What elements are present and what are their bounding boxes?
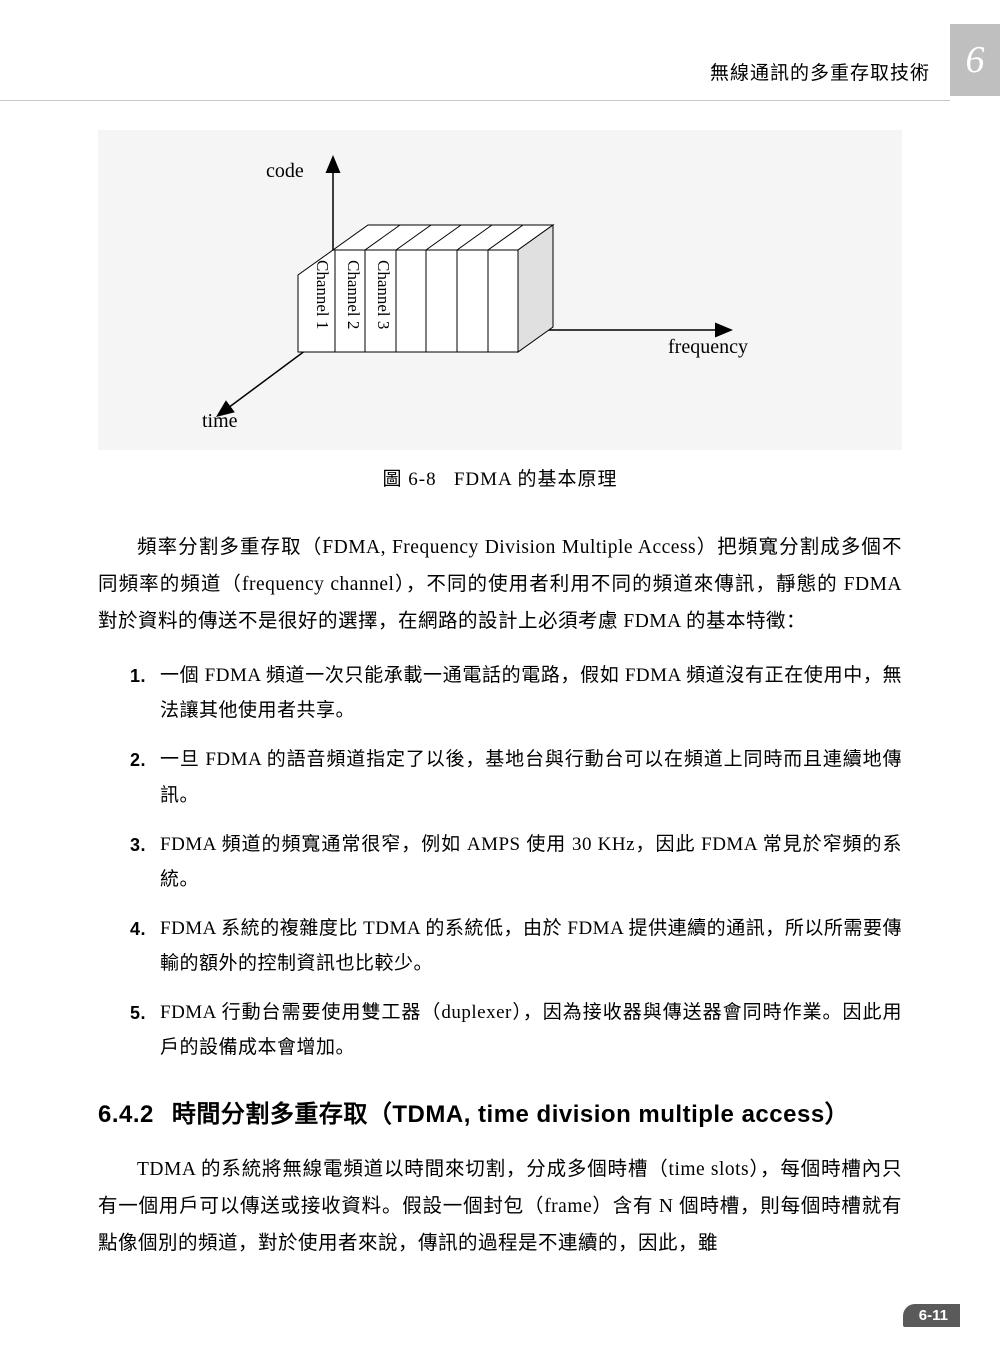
list-text: 一個 FDMA 頻道一次只能承載一通電話的電路，假如 FDMA 頻道沒有正在使用… bbox=[160, 658, 902, 728]
page-number: 6-11 bbox=[903, 1304, 960, 1327]
axis-label-frequency: frequency bbox=[668, 336, 748, 359]
header-rule bbox=[0, 100, 950, 101]
list-number: 3. bbox=[130, 827, 160, 897]
channel-2-label: Channel 2 bbox=[343, 260, 363, 329]
figure-fdma-diagram: code frequency time Channel 1 Channel 2 … bbox=[98, 130, 902, 450]
list-item: 2. 一旦 FDMA 的語音頻道指定了以後，基地台與行動台可以在頻道上同時而且連… bbox=[130, 742, 902, 812]
section-heading: 6.4.2 時間分割多重存取（TDMA, time division multip… bbox=[98, 1094, 902, 1129]
list-text: FDMA 系統的複雜度比 TDMA 的系統低，由於 FDMA 提供連續的通訊，所… bbox=[160, 911, 902, 981]
list-item: 3. FDMA 頻道的頻寬通常很窄，例如 AMPS 使用 30 KHz，因此 F… bbox=[130, 827, 902, 897]
section-number: 6.4.2 bbox=[98, 1101, 154, 1128]
paragraph-1: 頻率分割多重存取（FDMA, Frequency Division Multip… bbox=[98, 529, 902, 640]
list-number: 5. bbox=[130, 995, 160, 1065]
chapter-tab: 6 bbox=[950, 24, 1000, 96]
paragraph-2: TDMA 的系統將無線電頻道以時間來切割，分成多個時槽（time slots），… bbox=[98, 1151, 902, 1262]
list-item: 5. FDMA 行動台需要使用雙工器（duplexer），因為接收器與傳送器會同… bbox=[130, 995, 902, 1065]
chapter-title: 無線通訊的多重存取技術 bbox=[710, 58, 930, 85]
list-number: 4. bbox=[130, 911, 160, 981]
channel-3-label: Channel 3 bbox=[373, 260, 393, 329]
figure-caption: 圖 6-8 FDMA 的基本原理 bbox=[98, 464, 902, 491]
caption-text: FDMA 的基本原理 bbox=[454, 469, 618, 490]
list-number: 1. bbox=[130, 658, 160, 728]
list-item: 4. FDMA 系統的複雜度比 TDMA 的系統低，由於 FDMA 提供連續的通… bbox=[130, 911, 902, 981]
axis-label-time: time bbox=[202, 410, 238, 433]
list-text: FDMA 頻道的頻寬通常很窄，例如 AMPS 使用 30 KHz，因此 FDMA… bbox=[160, 827, 902, 897]
page-content: code frequency time Channel 1 Channel 2 … bbox=[98, 130, 902, 1280]
list-text: 一旦 FDMA 的語音頻道指定了以後，基地台與行動台可以在頻道上同時而且連續地傳… bbox=[160, 742, 902, 812]
section-title: 時間分割多重存取（TDMA, time division multiple ac… bbox=[172, 1101, 849, 1128]
channel-1-label: Channel 1 bbox=[312, 260, 332, 329]
fdma-svg bbox=[98, 130, 902, 450]
caption-prefix: 圖 6-8 bbox=[383, 469, 437, 490]
list-item: 1. 一個 FDMA 頻道一次只能承載一通電話的電路，假如 FDMA 頻道沒有正… bbox=[130, 658, 902, 728]
axis-label-code: code bbox=[266, 160, 304, 183]
list-number: 2. bbox=[130, 742, 160, 812]
feature-list: 1. 一個 FDMA 頻道一次只能承載一通電話的電路，假如 FDMA 頻道沒有正… bbox=[130, 658, 902, 1065]
list-text: FDMA 行動台需要使用雙工器（duplexer），因為接收器與傳送器會同時作業… bbox=[160, 995, 902, 1065]
